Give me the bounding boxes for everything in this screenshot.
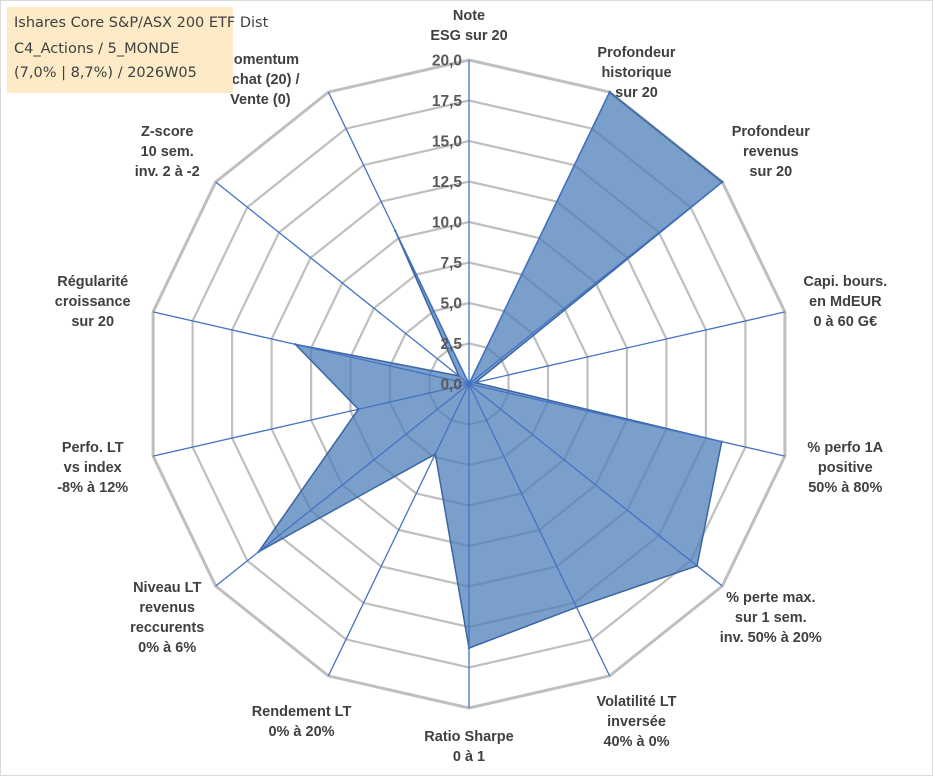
- radar-tick-labels: 0,0 2,5 5,0 7,5 10,0 12,5 15,0 17,5 20,0: [432, 53, 463, 394]
- axis-spoke-11: [152, 311, 470, 385]
- axis-spoke-3: [468, 311, 786, 385]
- axis-label-line: Régularité: [57, 274, 128, 290]
- tick-label-6: 15,0: [432, 134, 462, 151]
- tick-label-5: 12,5: [432, 174, 463, 191]
- axis-label-line: ESG sur 20: [430, 28, 507, 44]
- axis-label-line: Vente (0): [230, 92, 291, 108]
- axis-label-line: % perte max.: [726, 590, 815, 606]
- axis-label-line: -8% à 12%: [57, 480, 128, 496]
- axis-label-line: Volatilité LT: [596, 694, 676, 710]
- axis-label-line: 0% à 6%: [138, 640, 196, 656]
- tick-label-3: 7,5: [440, 255, 462, 272]
- axis-label-line: Niveau LT: [133, 580, 201, 596]
- axis-label-line: Momentum: [222, 52, 299, 68]
- axis-spoke-8: [327, 383, 470, 677]
- axis-label-line: Achat (20) /: [221, 72, 299, 88]
- axis-label-line: revenus: [743, 144, 799, 160]
- axis-label-13: Momentum Achat (20) / Vente (0): [221, 52, 299, 108]
- axis-label-line: Capi. bours.: [803, 274, 887, 290]
- axis-label-line: vs index: [64, 460, 122, 476]
- axis-label-2: Profondeur revenus sur 20: [732, 124, 810, 180]
- axis-label-line: croissance: [55, 294, 131, 310]
- tick-label-0: 0,0: [440, 377, 462, 394]
- axis-label-line: sur 20: [615, 85, 658, 101]
- axis-spoke-4: [468, 383, 786, 457]
- axis-spoke-10: [152, 383, 470, 457]
- axis-spoke-1: [468, 91, 611, 385]
- radar-spokes: [152, 60, 786, 708]
- axis-label-7: Ratio Sharpe 0 à 1: [424, 729, 513, 765]
- axis-label-line: historique: [601, 65, 671, 81]
- axis-label-line: 0 à 60 G€: [813, 314, 877, 330]
- radar-series: [257, 90, 724, 650]
- axis-label-1: Profondeur historique sur 20: [597, 45, 675, 101]
- axis-label-line: 0% à 20%: [268, 724, 334, 740]
- axis-spoke-12: [215, 181, 470, 385]
- axis-spoke-13: [327, 91, 470, 385]
- axis-label-9: Niveau LT revenus reccurents 0% à 6%: [130, 580, 204, 656]
- axis-label-line: sur 20: [71, 314, 114, 330]
- axis-label-line: sur 20: [749, 164, 792, 180]
- axis-label-5: % perte max. sur 1 sem. inv. 50% à 20%: [720, 590, 822, 646]
- axis-label-0: Note ESG sur 20: [430, 8, 507, 44]
- axis-spoke-5: [468, 383, 723, 587]
- axis-label-line: 40% à 0%: [603, 734, 669, 750]
- axis-label-line: positive: [818, 460, 873, 476]
- fund-info-box: Ishares Core S&P/ASX 200 ETF Dist C4_Act…: [7, 7, 268, 93]
- fund-category: C4_Actions / 5_MONDE: [14, 41, 180, 57]
- fund-name: Ishares Core S&P/ASX 200 ETF Dist: [14, 15, 269, 31]
- axis-spoke-6: [468, 383, 611, 677]
- axis-label-line: sur 1 sem.: [735, 610, 807, 626]
- axis-label-3: Capi. bours. en MdEUR 0 à 60 G€: [803, 274, 887, 330]
- axis-label-line: 0 à 1: [453, 749, 485, 765]
- axis-label-line: 10 sem.: [141, 144, 194, 160]
- axis-spoke-9: [215, 383, 470, 587]
- axis-label-11: Régularité croissance sur 20: [55, 274, 131, 330]
- series-area-0: [258, 90, 724, 650]
- axis-label-line: Profondeur: [732, 124, 810, 140]
- axis-label-line: Z-score: [141, 124, 193, 140]
- tick-label-4: 10,0: [432, 215, 462, 232]
- axis-label-6: Volatilité LT inversée 40% à 0%: [596, 694, 676, 750]
- axis-label-8: Rendement LT 0% à 20%: [252, 704, 352, 740]
- tick-label-7: 17,5: [432, 93, 463, 110]
- tick-label-8: 20,0: [432, 53, 462, 70]
- axis-spoke-2: [468, 181, 723, 385]
- radar-axis-labels: Note ESG sur 20 Profondeur historique sur 20…: [55, 8, 887, 765]
- axis-label-line: inv. 50% à 20%: [720, 630, 822, 646]
- axis-label-12: Z-score 10 sem. inv. 2 à -2: [135, 124, 200, 180]
- tick-label-2: 5,0: [440, 296, 462, 313]
- axis-label-line: inv. 2 à -2: [135, 164, 200, 180]
- axis-label-line: revenus: [139, 600, 195, 616]
- axis-label-10: Perfo. LT vs index -8% à 12%: [57, 440, 128, 496]
- axis-label-line: 50% à 80%: [808, 480, 882, 496]
- axis-label-line: Rendement LT: [252, 704, 352, 720]
- axis-label-line: % perfo 1A: [807, 440, 883, 456]
- tick-label-1: 2,5: [440, 336, 462, 353]
- axis-label-line: reccurents: [130, 620, 204, 636]
- axis-label-4: % perfo 1A positive 50% à 80%: [807, 440, 883, 496]
- axis-label-line: inversée: [607, 714, 666, 730]
- axis-label-line: Ratio Sharpe: [424, 729, 513, 745]
- fund-stats-period: (7,0% | 8,7%) / 2026W05: [14, 65, 197, 81]
- axis-label-line: Perfo. LT: [62, 440, 124, 456]
- axis-label-line: Note: [453, 8, 485, 24]
- axis-label-line: Profondeur: [597, 45, 675, 61]
- axis-label-line: en MdEUR: [809, 294, 882, 310]
